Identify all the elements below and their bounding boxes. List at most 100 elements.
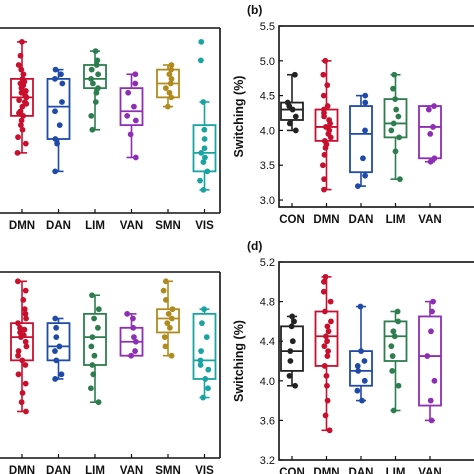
data-point: [197, 57, 204, 64]
data-point: [168, 94, 175, 101]
data-point: [390, 407, 397, 414]
data-point: [431, 155, 438, 162]
data-point: [89, 80, 96, 87]
data-point: [89, 126, 96, 133]
x-category-label: DAN: [46, 220, 71, 232]
y-axis-title: Switching (%): [232, 320, 246, 402]
data-point: [95, 306, 102, 313]
data-point: [52, 348, 58, 354]
x-category-label: DAN: [349, 214, 374, 226]
data-point: [89, 334, 96, 340]
x-category-label: DMN: [313, 214, 339, 226]
y-tick-label: 4.5: [260, 91, 275, 103]
box-iqr: [156, 308, 180, 334]
data-point: [124, 112, 131, 119]
x-category-label: SMN: [155, 220, 181, 232]
data-point: [323, 372, 330, 379]
data-point: [52, 376, 59, 382]
data-point: [391, 71, 398, 78]
y-tick-label: 5.0: [260, 56, 275, 68]
data-point: [168, 352, 175, 359]
data-point: [392, 148, 399, 155]
data-point: [22, 88, 29, 94]
data-point: [428, 417, 435, 424]
data-point: [163, 297, 169, 303]
data-point: [56, 343, 63, 350]
data-point: [203, 334, 210, 340]
data-point: [95, 71, 102, 78]
data-point: [17, 52, 24, 59]
data-point: [198, 348, 204, 354]
data-point: [52, 66, 59, 73]
data-point: [204, 168, 211, 175]
x-category-label: CON: [279, 467, 305, 474]
data-point: [162, 343, 169, 350]
data-point: [324, 353, 331, 359]
chart-panel-2: DMN DAN LIM VAN SMN VIS: [0, 271, 221, 474]
box-iqr: [349, 350, 373, 387]
data-point: [197, 177, 203, 184]
data-point: [58, 71, 64, 78]
data-point: [15, 348, 22, 354]
x-category-label: VAN: [120, 220, 143, 232]
data-point: [205, 366, 212, 373]
data-point: [58, 371, 65, 378]
data-point: [56, 122, 63, 129]
x-category-label: VAN: [418, 214, 441, 226]
data-point: [321, 278, 327, 285]
data-point: [21, 326, 28, 333]
data-point: [131, 103, 137, 110]
data-point: [396, 134, 402, 141]
data-point: [360, 155, 366, 162]
data-point: [166, 324, 173, 331]
data-point: [322, 124, 329, 130]
data-point: [52, 108, 58, 115]
data-point: [357, 303, 364, 310]
data-point: [359, 397, 365, 404]
data-point: [14, 278, 21, 285]
data-point: [205, 385, 211, 392]
y-tick-label: 4.0: [260, 376, 275, 388]
data-point: [91, 315, 97, 322]
data-point: [202, 376, 209, 382]
data-point: [287, 348, 294, 354]
data-point: [320, 288, 327, 295]
data-point: [428, 328, 434, 335]
data-point: [326, 427, 333, 434]
data-point: [197, 362, 204, 368]
data-point: [132, 154, 139, 161]
x-category-label: VAN: [120, 465, 143, 474]
data-point: [22, 338, 29, 345]
data-point: [320, 162, 326, 169]
data-point: [200, 99, 207, 105]
data-point: [389, 353, 396, 359]
data-point: [324, 82, 331, 89]
data-point: [395, 113, 402, 120]
data-point: [392, 96, 399, 102]
data-point: [95, 85, 101, 92]
data-point: [292, 127, 299, 134]
data-point: [321, 343, 328, 350]
data-point: [15, 134, 21, 141]
data-point: [132, 348, 138, 354]
data-point: [395, 318, 402, 325]
data-point: [168, 315, 175, 322]
data-point: [393, 106, 400, 113]
data-point: [200, 186, 207, 193]
data-point: [430, 298, 436, 305]
x-category-label: LIM: [386, 214, 406, 226]
data-point: [291, 71, 298, 78]
data-point: [427, 158, 434, 165]
panel-label: (b): [247, 3, 262, 17]
data-point: [287, 358, 294, 364]
data-point: [198, 149, 205, 156]
data-point: [19, 38, 25, 45]
y-axis-title: Switching (%): [232, 76, 246, 158]
data-point: [160, 287, 167, 294]
box-iqr: [349, 105, 373, 174]
data-point: [166, 89, 173, 96]
data-point: [324, 103, 331, 109]
data-point: [132, 71, 139, 78]
data-point: [19, 357, 26, 364]
data-point: [197, 357, 204, 364]
